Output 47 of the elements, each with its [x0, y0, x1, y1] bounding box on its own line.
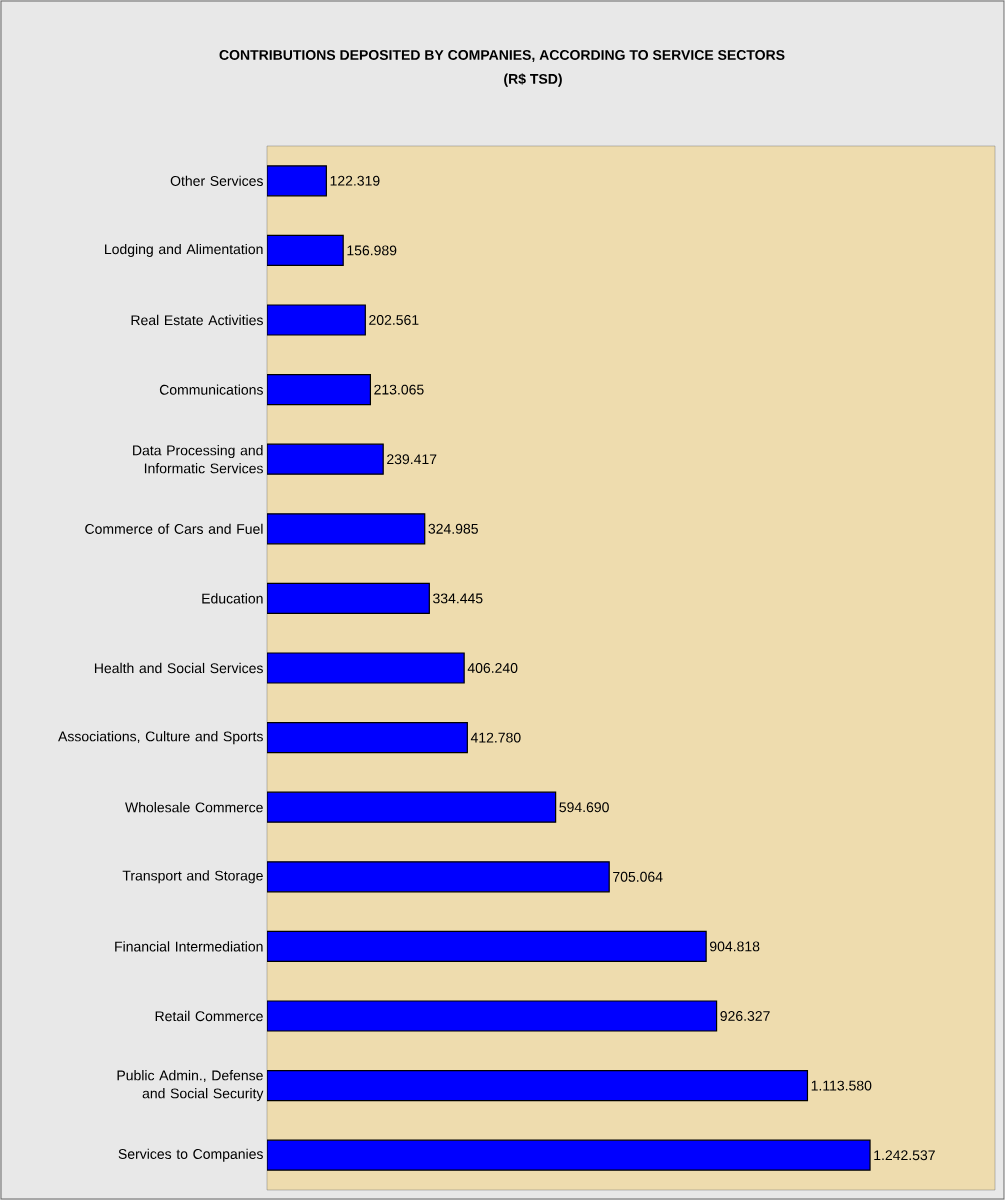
bar — [267, 582, 430, 615]
bar — [267, 791, 557, 823]
y-tick-label: Communications — [159, 384, 263, 395]
y-tick-label: Data Processing and Informatic Services — [133, 445, 263, 474]
y-tick-label: Associations, Culture and Sports — [58, 731, 263, 745]
y-tick-label: Health and Social Services — [94, 662, 263, 674]
y-tick-label: Lodging and Alimentation — [105, 243, 263, 257]
bar — [267, 652, 465, 684]
data-label: 202.561 — [369, 315, 419, 325]
data-label: 1.242.537 — [874, 1150, 935, 1161]
data-label: 406.240 — [467, 663, 518, 673]
data-label: 1.113.580 — [811, 1080, 872, 1091]
chart-title: CONTRIBUTIONS DEPOSITED BY COMPANIES, ACCORDING TO SERVICE SECTORS — [219, 50, 785, 62]
bar — [267, 374, 372, 406]
bar — [267, 165, 327, 197]
data-label: 904.818 — [710, 941, 760, 952]
data-label: 324.985 — [428, 523, 478, 534]
bar — [267, 722, 468, 754]
chart-subtitle: (R$ TSD) — [504, 73, 562, 87]
bar — [267, 861, 610, 893]
bar — [267, 1139, 871, 1171]
data-label: 926.327 — [720, 1011, 770, 1021]
y-tick-label: Public Admin., Defense and Social Security — [117, 1070, 264, 1102]
data-label: 705.064 — [613, 871, 663, 882]
y-tick-label: Real Estate Activities — [131, 314, 263, 326]
y-tick-label: Transport and Storage — [122, 870, 263, 884]
bar — [267, 513, 426, 545]
bar — [267, 1000, 718, 1032]
data-label: 156.989 — [347, 245, 397, 256]
y-tick-label: Education — [202, 593, 263, 604]
y-tick-label: Services to Companies — [118, 1148, 263, 1162]
y-tick-label: Other Services — [170, 175, 263, 186]
data-label: 412.780 — [470, 732, 521, 743]
bar — [267, 930, 707, 963]
data-label: 239.417 — [387, 454, 437, 465]
y-tick-label: Wholesale Commerce — [125, 802, 263, 813]
data-label: 594.690 — [559, 802, 609, 813]
y-tick-label: Financial Intermediation — [115, 941, 263, 952]
bar — [267, 1070, 809, 1102]
data-label: 122.319 — [330, 175, 380, 186]
bar — [267, 304, 366, 336]
bar — [267, 234, 344, 267]
data-label: 213.065 — [374, 384, 424, 395]
bar — [267, 443, 384, 475]
data-label: 334.445 — [433, 593, 483, 604]
y-tick-label: Retail Commerce — [155, 1010, 263, 1022]
y-tick-label: Commerce of Cars and Fuel — [85, 523, 263, 534]
